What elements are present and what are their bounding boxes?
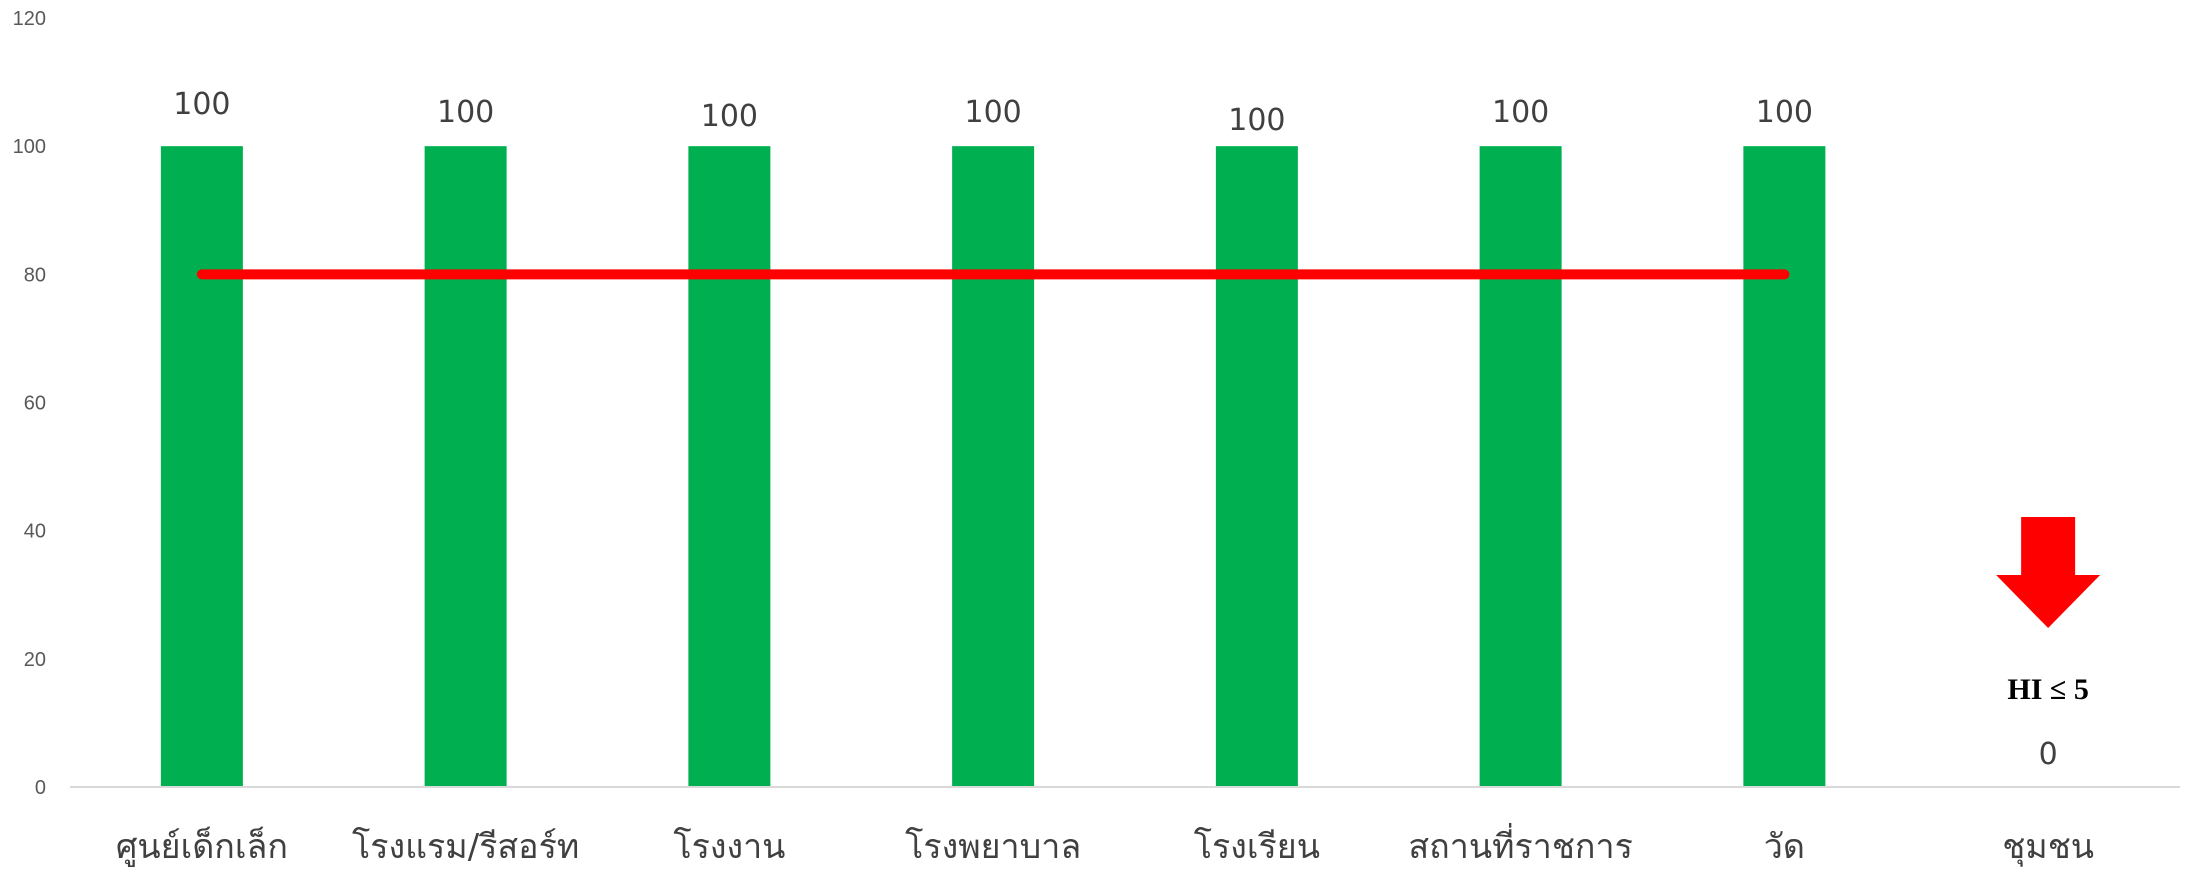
y-tick-label: 20	[24, 649, 46, 671]
y-tick-label: 40	[24, 521, 46, 543]
data-label: 100	[964, 95, 1021, 130]
bar	[952, 146, 1035, 787]
down-arrow-icon	[1996, 517, 2101, 628]
x-tick-label: ศูนย์เด็กเล็ก	[116, 826, 288, 867]
x-tick-label: วัด	[1764, 827, 1805, 867]
data-label: 100	[1756, 95, 1813, 130]
data-labels: 100 100 100 100 100 100 100 0	[173, 87, 2057, 772]
x-tick-label: โรงเรียน	[1194, 827, 1320, 867]
x-tick-label: สถานที่ราชการ	[1408, 823, 1632, 867]
bar	[160, 146, 243, 787]
bar	[1215, 146, 1298, 787]
data-label: 100	[437, 95, 494, 130]
y-tick-label: 100	[13, 136, 46, 158]
data-label: 100	[1492, 95, 1549, 130]
y-tick-label: 0	[35, 777, 46, 799]
bar	[688, 146, 771, 787]
y-tick-label: 80	[24, 264, 46, 286]
x-axis-ticks: ศูนย์เด็กเล็ก โรงแรม/รีสอร์ท โรงงาน โรงพยาบ…	[116, 823, 2094, 867]
hi-threshold-label: HI ≤ 5	[2007, 673, 2088, 706]
data-label: 100	[1228, 103, 1285, 138]
bar	[1479, 146, 1562, 787]
bar	[424, 146, 507, 787]
y-tick-label: 120	[13, 8, 46, 30]
x-tick-label: โรงพยาบาล	[905, 827, 1081, 867]
data-label: 100	[173, 87, 230, 122]
x-tick-label: โรงงาน	[673, 827, 785, 867]
x-tick-label: โรงแรม/รีสอร์ท	[352, 827, 579, 867]
y-tick-label: 60	[24, 393, 46, 415]
bar	[1743, 146, 1826, 787]
y-axis-ticks: 0 20 40 60 80 100 120	[13, 8, 46, 799]
hi-annotation: HI ≤ 5	[1996, 517, 2101, 706]
x-tick-label: ชุมชน	[2002, 827, 2094, 867]
data-label: 0	[2039, 737, 2058, 772]
bars	[160, 146, 1826, 787]
data-label: 100	[701, 99, 758, 134]
